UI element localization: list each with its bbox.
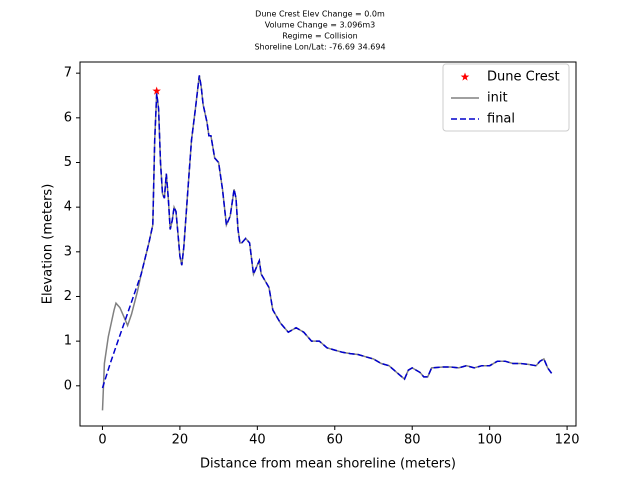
marker xyxy=(152,86,161,95)
x-tick-label: 120 xyxy=(555,433,580,448)
y-tick-label: 5 xyxy=(64,155,72,170)
x-tick-label: 80 xyxy=(404,433,421,448)
x-tick-label: 20 xyxy=(172,433,189,448)
y-tick-label: 3 xyxy=(64,244,72,259)
legend-label: final xyxy=(487,112,515,127)
x-tick-label: 0 xyxy=(98,433,106,448)
y-tick-label: 1 xyxy=(64,334,72,349)
x-tick-label: 100 xyxy=(477,433,502,448)
legend-label: init xyxy=(487,91,508,106)
legend-swatch xyxy=(460,72,470,81)
y-tick-label: 4 xyxy=(64,200,72,215)
legend-label: Dune Crest xyxy=(487,70,560,85)
plot-frame xyxy=(79,61,577,427)
x-axis-label: Distance from mean shoreline (meters) xyxy=(200,457,456,472)
x-tick-label: 60 xyxy=(327,433,344,448)
x-tick-label: 40 xyxy=(249,433,266,448)
chart-title: Volume Change = 3.096m3 xyxy=(265,21,376,30)
y-tick-label: 7 xyxy=(64,66,72,81)
y-axis-label: Elevation (meters) xyxy=(41,184,56,305)
y-tick-label: 2 xyxy=(64,289,72,304)
legend: Dune Crest init final xyxy=(442,63,570,132)
legend-box xyxy=(442,63,570,132)
chart-title: Shoreline Lon/Lat: -76.69 34.694 xyxy=(254,43,385,52)
chart-title: Dune Crest Elev Change = 0.0m xyxy=(255,10,385,19)
y-tick-label: 6 xyxy=(64,110,72,125)
y-tick-label: 0 xyxy=(64,378,72,393)
chart-title: Regime = Collision xyxy=(282,32,357,41)
